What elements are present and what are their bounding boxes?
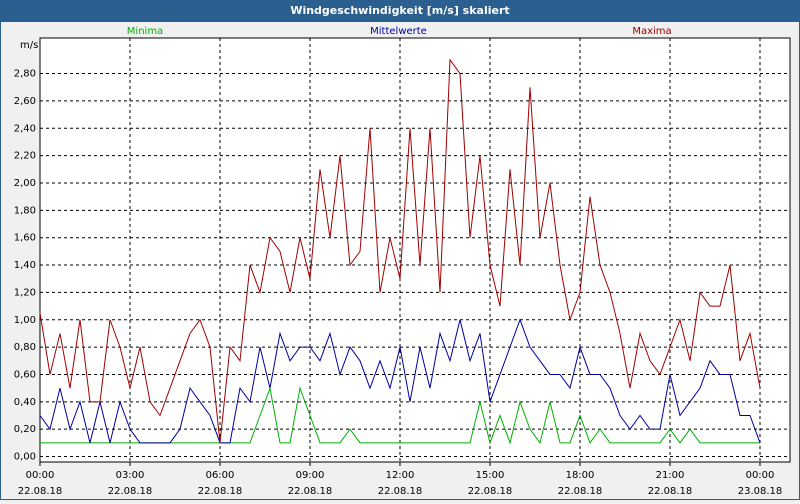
title-bar [0,0,800,22]
y-tick-label: 1,60 [14,233,36,244]
y-tick-label: 2,20 [14,151,36,162]
x-tick-date: 22.08.18 [648,486,693,497]
x-tick-label: 03:00 [116,470,145,481]
y-tick-label: 0,40 [14,397,36,408]
x-tick-date: 22.08.18 [288,486,333,497]
legend-entry: Maxima [632,26,671,37]
x-tick-date: 22.08.18 [108,486,153,497]
x-tick-label: 15:00 [476,470,505,481]
plot-frame [39,37,791,463]
y-unit: m/s [20,40,38,51]
y-tick-label: 1,20 [14,287,36,298]
legend-entry: Minima [127,26,163,37]
y-tick-label: 2,00 [14,178,36,189]
y-tick-label: 0,00 [14,452,36,463]
series-line [39,318,761,444]
y-tick-label: 1,80 [14,205,36,216]
y-tick-label: 1,00 [14,315,36,326]
legend-entry: Mittelwerte [370,26,427,37]
y-tick-label: 0,60 [14,369,36,380]
x-tick-label: 00:00 [746,470,775,481]
y-tick-label: 1,40 [14,260,36,271]
x-tick-date: 22.08.18 [558,486,603,497]
y-tick-label: 0,80 [14,342,36,353]
plot-area [40,38,790,462]
x-tick-label: 06:00 [206,470,235,481]
x-tick-date: 22.08.18 [468,486,513,497]
y-tick-label: 2,80 [14,69,36,80]
x-tick-date: 22.08.18 [198,486,243,497]
x-tick-label: 18:00 [566,470,595,481]
x-tick-date: 23.08.18 [738,486,783,497]
y-tick-label: 0,20 [14,424,36,435]
x-tick-date: 22.08.18 [18,486,63,497]
y-tick-label: 2,60 [14,96,36,107]
x-tick-label: 12:00 [386,470,415,481]
x-tick-label: 09:00 [296,470,325,481]
x-tick-label: 00:00 [26,470,55,481]
chart-title: Windgeschwindigkeit [m/s] skaliert [290,4,509,17]
x-tick-label: 21:00 [656,470,685,481]
series-line [39,58,761,443]
x-tick-date: 22.08.18 [378,486,423,497]
y-tick-label: 2,40 [14,123,36,134]
